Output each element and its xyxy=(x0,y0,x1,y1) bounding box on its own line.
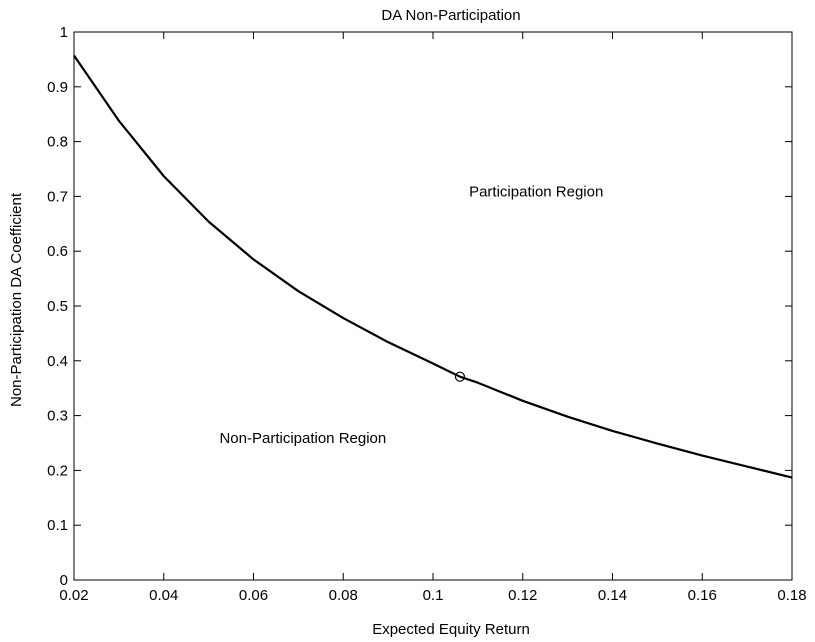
x-tick-label: 0.14 xyxy=(598,587,627,604)
y-tick-label: 0.1 xyxy=(47,517,68,534)
circle-marker xyxy=(454,371,466,382)
y-tick-label: 0.5 xyxy=(47,298,68,315)
x-tick-label: 0.06 xyxy=(239,587,268,604)
x-tick-label: 0.18 xyxy=(777,587,806,604)
region-annotation: Non-Participation Region xyxy=(219,430,386,447)
x-tick-label: 0.1 xyxy=(423,587,444,604)
region-annotation: Participation Region xyxy=(469,183,603,200)
chart-title: DA Non-Participation xyxy=(381,7,520,24)
series-layer xyxy=(73,54,793,479)
y-tick-label: 0.8 xyxy=(47,134,68,151)
x-tick-label: 0.12 xyxy=(508,587,537,604)
y-tick-label: 0.9 xyxy=(47,79,68,96)
y-tick-label: 0.7 xyxy=(47,188,68,205)
x-tick-label: 0.02 xyxy=(59,587,88,604)
plot-frame xyxy=(73,31,793,581)
x-tick-label: 0.08 xyxy=(329,587,358,604)
y-tick-label: 1 xyxy=(60,24,68,41)
y-tick-label: 0.3 xyxy=(47,408,68,425)
annotation-layer: Participation Region Non-Participation Re… xyxy=(219,183,603,447)
y-tick-label: 0.2 xyxy=(47,462,68,479)
x-axis-label: Expected Equity Return xyxy=(372,621,530,638)
y-axis: 0 0.1 0.2 0.3 0.4 0.5 0.6 0.7 0.8 0.9 1 xyxy=(47,24,792,589)
y-axis-label: Non-Participation DA Coefficient xyxy=(8,192,25,407)
y-tick-label: 0.4 xyxy=(47,353,68,370)
y-tick-label: 0 xyxy=(60,572,68,589)
x-tick-label: 0.04 xyxy=(149,587,178,604)
x-axis: 0.02 0.04 0.06 0.08 0.1 0.12 0.14 0.16 0.18 xyxy=(59,32,807,604)
y-tick-label: 0.6 xyxy=(47,243,68,260)
x-tick-label: 0.16 xyxy=(688,587,717,604)
curve-line xyxy=(73,54,793,479)
